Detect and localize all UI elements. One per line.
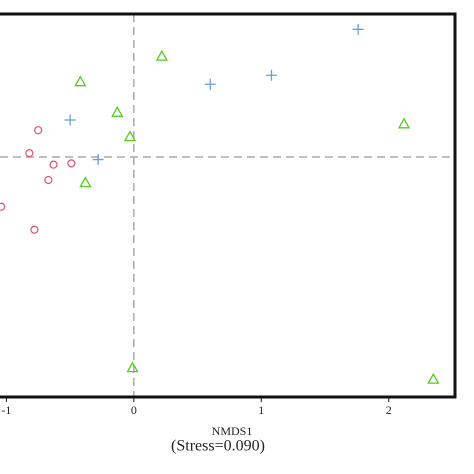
point <box>34 126 43 135</box>
plot-frame <box>0 12 457 399</box>
point <box>155 49 168 61</box>
x-tick-label: 0 <box>131 403 137 417</box>
point <box>111 105 124 117</box>
point <box>25 149 34 158</box>
point <box>49 160 58 169</box>
point <box>92 154 104 166</box>
x-tick-label: 2 <box>386 403 392 417</box>
stress-annotation: (Stress=0.090) <box>171 438 265 455</box>
point <box>0 202 6 211</box>
point <box>74 75 87 87</box>
point <box>67 159 76 168</box>
x-axis-label: NMDS1 <box>212 424 253 438</box>
x-tick-label: 1 <box>258 403 264 417</box>
point <box>352 23 364 35</box>
point <box>427 372 440 384</box>
point <box>64 114 76 126</box>
point <box>204 78 216 90</box>
point <box>123 130 137 142</box>
point <box>30 225 39 234</box>
x-tick-label: -1 <box>1 403 11 417</box>
point <box>397 117 411 129</box>
point <box>79 176 92 188</box>
point <box>265 69 277 81</box>
point <box>126 361 139 373</box>
point <box>44 175 53 185</box>
